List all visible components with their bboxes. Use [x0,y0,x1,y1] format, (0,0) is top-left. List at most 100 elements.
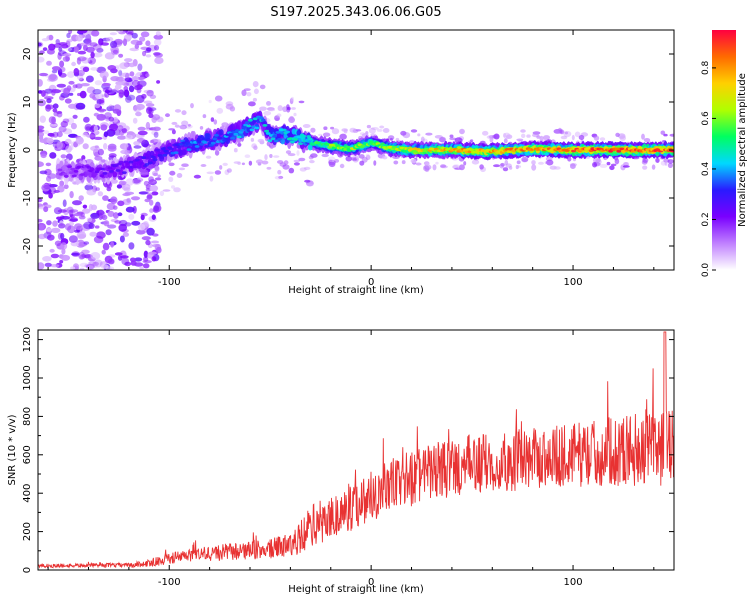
heatmap-cell [118,160,124,164]
heatmap-cell [144,198,151,203]
heatmap-cell [204,145,210,148]
heatmap-cell [47,234,55,241]
snr-x-tick-label: -100 [158,577,181,588]
heatmap-cell [153,34,164,40]
heatmap-cell [116,64,122,72]
colorbar-tick-label: 0.2 [701,212,711,226]
heatmap-cell [38,198,43,203]
heatmap-cell [72,84,78,89]
heatmap-cell [89,126,96,133]
heatmap-cell [92,88,102,95]
heatmap-cell [83,116,90,123]
heatmap-cell [614,158,620,165]
heatmap-cell [544,161,549,165]
heatmap-cell [73,68,80,76]
heatmap-cell [41,38,50,42]
heatmap-cell [138,191,149,195]
heatmap-cell [112,108,121,114]
heatmap-cell [288,132,294,139]
heatmap-cell [115,80,125,86]
heatmap-cell [160,147,166,151]
heatmap-cell [60,215,71,220]
heatmap-cell [112,171,118,178]
heatmap-cell [39,115,46,123]
heatmap-cell [560,135,568,140]
heatmap-cell [74,223,83,231]
heatmap-cell [145,73,150,78]
heatmap-cell [136,165,142,169]
heatmap-cell [252,97,257,102]
heatmap-cell [61,248,66,255]
snr-y-tick-label: 400 [22,484,33,503]
heatmap-cell [70,122,77,130]
heatmap-cell [401,160,406,165]
heatmap-cell [165,151,171,155]
heatmap-cell [97,148,104,156]
heatmap-cell [59,66,66,73]
heatmap-cell [46,98,52,104]
heatmap-cell [122,127,128,134]
snr-y-tick-label: 1200 [22,327,33,352]
heatmap-cell [130,260,137,266]
heatmap-cell [171,129,176,135]
heatmap-cell [114,252,123,256]
heatmap-cell [664,159,668,166]
heatmap-cell [288,167,295,174]
heatmap-cell [85,75,94,83]
heatmap-cell [132,117,138,124]
heatmap-cell [168,162,175,167]
heatmap-cell [48,34,54,41]
heatmap-y-axis-label: Frequency (Hz) [7,112,18,188]
snr-y-tick-label: 200 [22,522,33,541]
heatmap-cell [117,200,125,207]
heatmap-cell [104,112,112,120]
heatmap-cell [246,124,252,128]
heatmap-cell [669,133,674,137]
heatmap-cell [79,90,87,99]
heatmap-cell [482,130,489,136]
heatmap-cell [595,158,602,165]
heatmap-cell [244,154,251,158]
heatmap-cell [532,133,540,138]
heatmap-cell [100,42,109,46]
heatmap-y-tick-label: 20 [22,48,33,61]
heatmap-cell [417,133,421,137]
heatmap-cell [168,128,176,131]
heatmap-cell [60,254,71,261]
heatmap-cell [196,140,202,144]
heatmap-cell [100,124,108,131]
heatmap-cell [210,117,215,122]
heatmap-cell [107,145,117,152]
heatmap-cell [82,66,90,73]
heatmap-cell [253,88,259,95]
heatmap-cell [327,156,336,163]
heatmap-cell [458,164,465,171]
heatmap-cell [41,90,46,97]
heatmap-cell [425,132,433,136]
heatmap-cell [89,42,98,47]
heatmap-cell [68,221,75,226]
snr-y-axis-label: SNR (10 * v/v) [7,414,18,485]
heatmap-cell [153,131,159,138]
heatmap-cell [301,134,307,138]
heatmap-cell [290,140,295,144]
heatmap-cell [276,113,282,118]
heatmap-cell [224,169,230,176]
heatmap-cell [109,124,119,130]
heatmap-cell [80,212,85,218]
heatmap-cell [49,248,55,253]
heatmap-cell [116,184,122,189]
heatmap-cell [99,174,105,178]
heatmap-cell [57,209,68,213]
heatmap-cell [123,187,131,192]
heatmap-cell [110,241,115,248]
heatmap-cell [120,72,131,78]
heatmap-cell [609,165,615,171]
heatmap-cell [71,174,77,178]
heatmap-cell [50,253,60,259]
heatmap-cell [521,156,529,163]
heatmap-cell [237,161,241,165]
heatmap-cell [335,144,340,148]
heatmap-cell [392,155,400,159]
